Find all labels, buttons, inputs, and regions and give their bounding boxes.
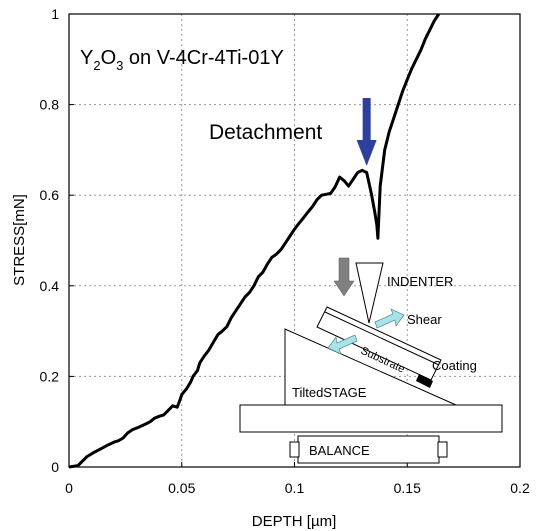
y-axis-label: STRESS[mN] — [11, 194, 28, 286]
indenter-tip — [355, 262, 384, 324]
shear-arrow-down — [327, 334, 358, 355]
apparatus-diagram: INDENTER Shear Substrate Coating TiltedS… — [239, 257, 503, 464]
x-tick-label: 0.05 — [168, 480, 195, 496]
y-axis-ticks: 0 0.2 0.4 0.6 0.8 1 — [40, 6, 74, 475]
x-tick-label: 0.2 — [510, 480, 530, 496]
balance-slab — [239, 404, 503, 433]
x-axis-label-text: DEPTH [ — [252, 513, 312, 530]
x-tick-label: 0.1 — [285, 480, 305, 496]
coating-edge-block — [416, 374, 433, 388]
balance-notch-right — [437, 441, 448, 458]
title-rest: on V-4Cr-4Ti-01Y — [123, 47, 283, 69]
x-tick-label: 0.15 — [394, 480, 421, 496]
title-mid: O — [101, 47, 117, 69]
detachment-arrow — [356, 98, 377, 167]
coated-sample — [316, 306, 442, 388]
shear-arrow-up — [374, 308, 405, 329]
chart-title: Y2O3 on V-4Cr-4Ti-01Y — [80, 47, 284, 73]
balance-notch-left — [289, 441, 300, 458]
stress-depth-curve — [68, 13, 441, 469]
indenter-load-arrow — [333, 257, 355, 297]
y-tick-label: 0.2 — [40, 368, 60, 384]
balance-label: BALANCE — [309, 443, 370, 458]
x-axis-ticks: 0 0.05 0.1 0.15 0.2 — [65, 462, 530, 496]
y-tick-label: 0.4 — [40, 278, 60, 294]
stage-label: TiltedSTAGE — [292, 385, 367, 400]
x-tick-label: 0 — [65, 480, 73, 496]
shear-label: Shear — [407, 312, 442, 327]
x-axis-label: DEPTH [µm] — [252, 513, 337, 530]
y-tick-label: 1 — [51, 6, 59, 22]
y-tick-label: 0.8 — [40, 97, 60, 113]
detachment-label: Detachment — [209, 121, 322, 144]
x-axis-label-unit: µm — [311, 513, 332, 530]
title-main: Y — [80, 47, 93, 69]
y-tick-label: 0 — [51, 459, 59, 475]
coating-label: Coating — [432, 358, 477, 373]
title-sub2: 3 — [116, 58, 123, 73]
balance-base — [297, 435, 440, 464]
title-sub1: 2 — [93, 58, 100, 73]
coating-layer-line — [324, 311, 440, 366]
x-axis-label-close: ] — [332, 513, 336, 530]
y-tick-label: 0.6 — [40, 187, 60, 203]
indenter-label: INDENTER — [387, 274, 453, 289]
